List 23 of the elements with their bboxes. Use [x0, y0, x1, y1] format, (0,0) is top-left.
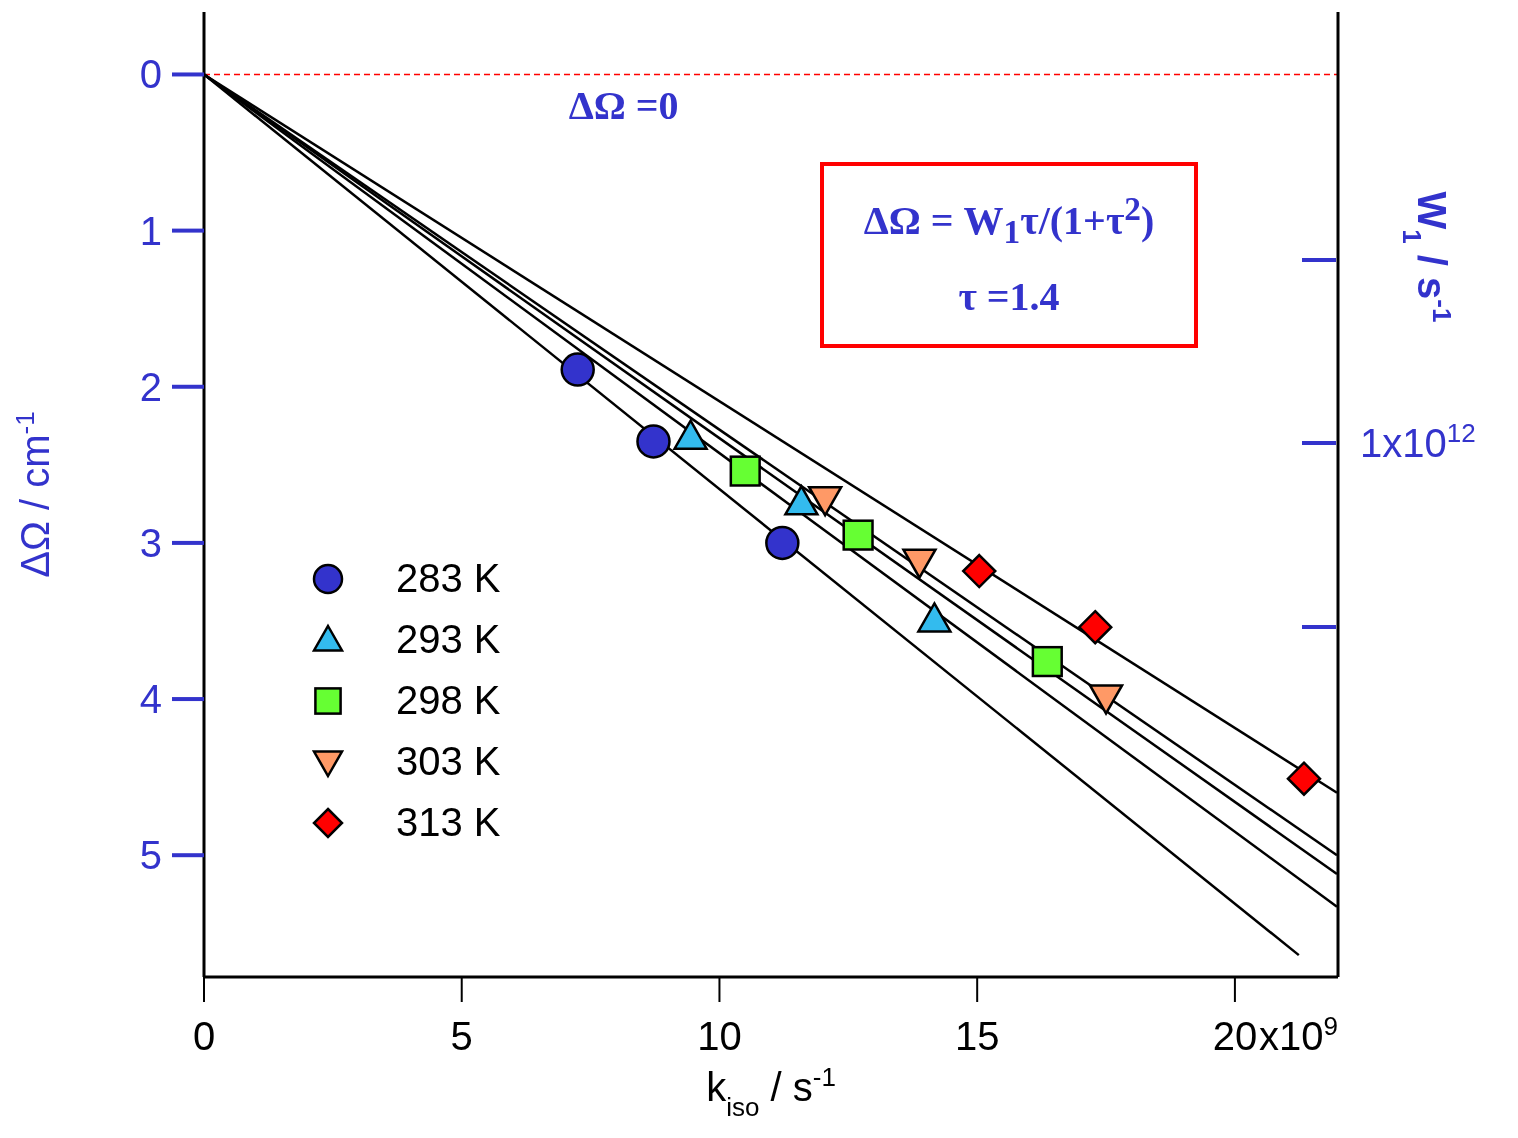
legend-label: 313 K [396, 800, 501, 845]
y-tick-label: 5 [139, 833, 162, 878]
y-tick-label: 2 [139, 364, 162, 409]
y-tick-label: 1 [139, 208, 162, 253]
y-tick-label: 3 [139, 520, 162, 565]
annotation: τ =1.4 [958, 273, 1060, 321]
x-tick-label: 0 [192, 1014, 216, 1058]
x-tick-label: 10 [697, 1014, 742, 1058]
legend-label: 293 K [396, 617, 501, 662]
annotation: ΔΩ = W$_{1}$τ/(1+τ$^{2}$) [863, 189, 1155, 252]
legend-label: 283 K [396, 556, 501, 601]
text-frame: ΔΩ = W$_{1}$τ/(1+τ$^{2}$) τ =1.4 [820, 162, 1198, 348]
text: 1x10$^{12}$ [1360, 418, 1476, 465]
y-tick-label: 4 [139, 677, 162, 722]
legend-label: 298 K [396, 678, 501, 723]
x-tick-label: 15 [954, 1014, 1000, 1058]
x-tick-label: 20 [1212, 1014, 1258, 1058]
y-tick-label: 0 [139, 52, 162, 97]
text: x10$^{9}$ [1258, 1011, 1338, 1058]
legend-label: 303 K [396, 739, 501, 784]
x-axis-title: k$_{iso}$ / s$^{-1}$ [706, 1062, 836, 1122]
x-tick-label: 5 [450, 1014, 473, 1058]
ref-line-label: ΔΩ =0 [568, 83, 679, 129]
